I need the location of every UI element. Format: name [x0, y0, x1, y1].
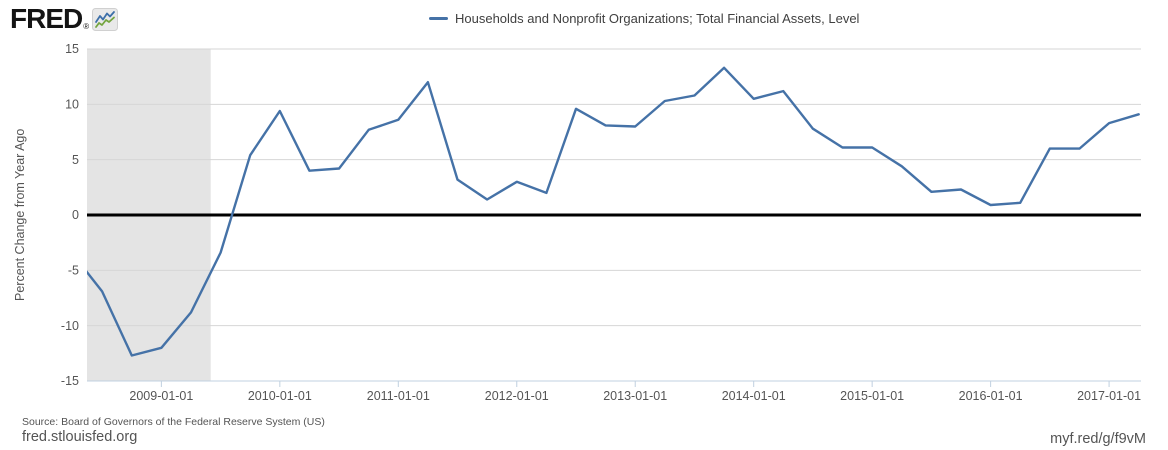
svg-text:2010-01-01: 2010-01-01 — [248, 389, 312, 403]
svg-text:-10: -10 — [61, 319, 79, 333]
fred-logo[interactable]: FRED ® — [10, 3, 119, 34]
svg-text:5: 5 — [72, 153, 79, 167]
svg-text:-5: -5 — [68, 264, 79, 278]
svg-text:10: 10 — [65, 98, 79, 112]
fred-site-link[interactable]: fred.stlouisfed.org — [22, 429, 138, 445]
svg-text:2016-01-01: 2016-01-01 — [959, 389, 1023, 403]
legend-line-marker — [429, 17, 448, 20]
svg-text:2015-01-01: 2015-01-01 — [840, 389, 904, 403]
svg-text:15: 15 — [65, 42, 79, 56]
svg-text:2012-01-01: 2012-01-01 — [485, 389, 549, 403]
svg-text:2013-01-01: 2013-01-01 — [603, 389, 667, 403]
svg-text:2017-01-01: 2017-01-01 — [1077, 389, 1141, 403]
svg-text:-15: -15 — [61, 374, 79, 388]
svg-text:2011-01-01: 2011-01-01 — [367, 389, 430, 403]
chart-plot-area[interactable]: 15 10 5 0 -5 -10 -15 2009-01-01 2010-01-01 2011-0… — [0, 0, 1168, 410]
legend[interactable]: Households and Nonprofit Organizations; … — [429, 11, 859, 26]
svg-text:0: 0 — [72, 208, 79, 222]
registered-trademark-icon: ® — [83, 22, 90, 31]
svg-text:2014-01-01: 2014-01-01 — [722, 389, 786, 403]
fred-logo-text: FRED — [10, 3, 83, 34]
svg-text:2009-01-01: 2009-01-01 — [129, 389, 193, 403]
fred-sparkline-icon — [92, 8, 119, 31]
legend-series-label: Households and Nonprofit Organizations; … — [455, 11, 860, 26]
graph-short-url[interactable]: myf.red/g/f9vM — [1050, 431, 1146, 447]
source-note: Source: Board of Governors of the Federa… — [22, 416, 325, 428]
